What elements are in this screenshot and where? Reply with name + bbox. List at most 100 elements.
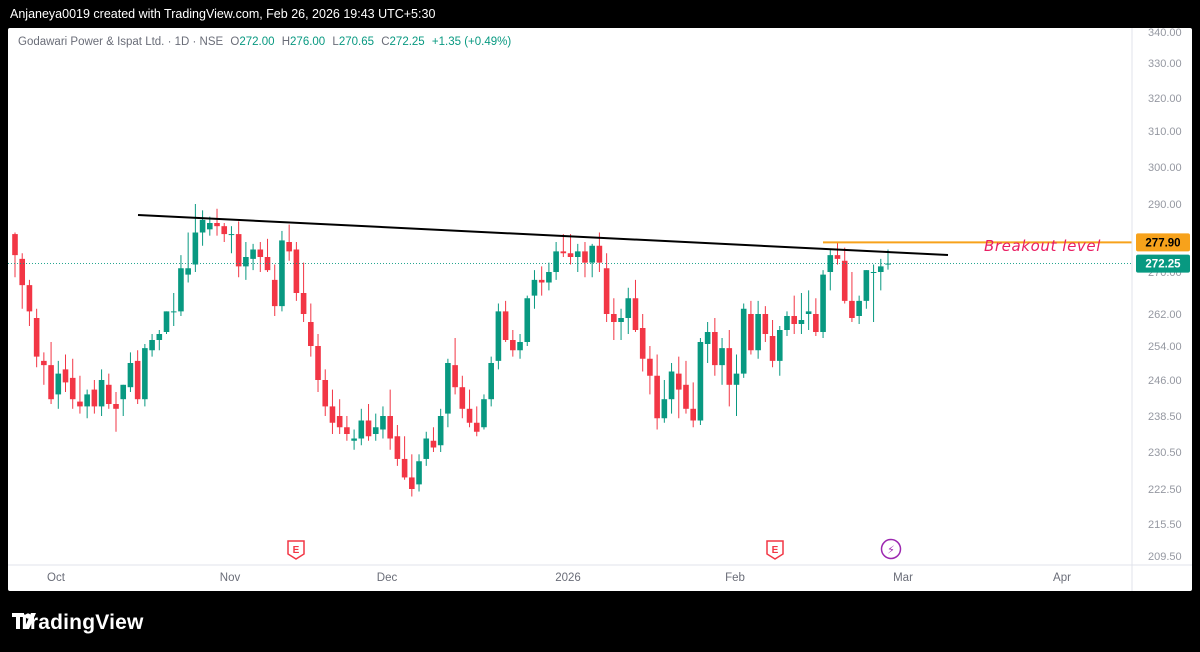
candle[interactable] xyxy=(19,253,26,309)
candle[interactable] xyxy=(661,380,668,423)
candle[interactable] xyxy=(286,224,292,261)
candle[interactable] xyxy=(798,293,805,334)
candle[interactable] xyxy=(372,413,379,441)
candle[interactable] xyxy=(596,232,603,273)
candle[interactable] xyxy=(531,270,538,309)
candle[interactable] xyxy=(329,389,336,434)
candle[interactable] xyxy=(98,369,105,416)
candle[interactable] xyxy=(84,389,90,419)
candle[interactable] xyxy=(488,356,494,407)
candle[interactable] xyxy=(55,360,62,409)
candle[interactable] xyxy=(841,247,848,304)
candle[interactable] xyxy=(250,243,256,271)
candle[interactable] xyxy=(704,322,711,363)
candle[interactable] xyxy=(856,295,862,324)
candle[interactable] xyxy=(257,242,264,272)
candle[interactable] xyxy=(293,242,300,301)
candle[interactable] xyxy=(502,300,509,342)
candle[interactable] xyxy=(560,234,567,257)
candle[interactable] xyxy=(243,242,249,280)
candle[interactable] xyxy=(697,338,704,425)
candle[interactable] xyxy=(48,342,54,404)
candle[interactable] xyxy=(437,408,444,452)
candle[interactable] xyxy=(401,436,408,480)
candle[interactable] xyxy=(589,243,595,278)
candle[interactable] xyxy=(618,308,624,340)
candle[interactable] xyxy=(77,375,83,414)
candle[interactable] xyxy=(156,330,163,351)
candle[interactable] xyxy=(33,308,40,368)
candle[interactable] xyxy=(632,279,639,332)
candle[interactable] xyxy=(41,352,47,385)
candle[interactable] xyxy=(574,243,581,272)
candle[interactable] xyxy=(769,320,776,368)
candle[interactable] xyxy=(207,216,213,236)
symbol-name[interactable]: Godawari Power & Ispat Ltd. · 1D · NSE xyxy=(18,36,224,48)
candle[interactable] xyxy=(235,221,242,278)
candle[interactable] xyxy=(466,389,473,428)
earnings-event-icon[interactable]: E xyxy=(766,540,784,560)
candle[interactable] xyxy=(582,242,588,278)
candle[interactable] xyxy=(712,318,718,376)
candle[interactable] xyxy=(827,249,834,291)
candle[interactable] xyxy=(199,210,206,246)
candle[interactable] xyxy=(726,330,733,407)
earnings-event-icon[interactable]: E xyxy=(287,540,305,560)
candle[interactable] xyxy=(473,406,480,437)
candle[interactable] xyxy=(315,334,321,392)
candle[interactable] xyxy=(178,255,184,316)
candle[interactable] xyxy=(611,298,617,340)
candle[interactable] xyxy=(394,425,401,466)
candle[interactable] xyxy=(69,358,76,409)
candle[interactable] xyxy=(733,354,740,417)
candle[interactable] xyxy=(423,431,430,466)
candle[interactable] xyxy=(149,334,155,357)
candle[interactable] xyxy=(481,394,487,430)
candle[interactable] xyxy=(495,303,502,370)
candle[interactable] xyxy=(185,232,191,283)
candle[interactable] xyxy=(12,232,18,278)
candle[interactable] xyxy=(546,262,552,291)
candle[interactable] xyxy=(524,295,531,346)
candle[interactable] xyxy=(849,272,855,322)
candle[interactable] xyxy=(214,208,220,236)
candle[interactable] xyxy=(683,360,689,414)
candle[interactable] xyxy=(322,369,329,416)
candle[interactable] xyxy=(409,454,415,497)
candle[interactable] xyxy=(365,404,372,441)
candle[interactable] xyxy=(127,352,134,392)
candle[interactable] xyxy=(26,279,33,326)
candle[interactable] xyxy=(654,354,660,430)
candle[interactable] xyxy=(380,406,386,439)
candle[interactable] xyxy=(170,293,177,326)
candle[interactable] xyxy=(647,346,653,395)
candle[interactable] xyxy=(567,234,574,265)
candle[interactable] xyxy=(134,350,141,404)
candle[interactable] xyxy=(336,399,343,434)
candle[interactable] xyxy=(870,264,877,323)
candle[interactable] xyxy=(113,392,119,432)
chart-frame[interactable]: Godawari Power & Ispat Ltd. · 1D · NSE O… xyxy=(8,28,1192,591)
candle[interactable] xyxy=(834,242,841,265)
dividend-event-icon[interactable]: ⚡ xyxy=(880,538,902,560)
candle[interactable] xyxy=(553,242,559,280)
candle[interactable] xyxy=(300,262,307,322)
candle[interactable] xyxy=(784,311,790,336)
candle[interactable] xyxy=(416,454,422,492)
candle[interactable] xyxy=(603,253,610,322)
candle[interactable] xyxy=(308,303,314,357)
candle[interactable] xyxy=(445,358,451,428)
candle[interactable] xyxy=(639,314,646,372)
candle[interactable] xyxy=(877,258,884,291)
candle[interactable] xyxy=(192,204,199,272)
candle[interactable] xyxy=(820,270,826,338)
candle[interactable] xyxy=(358,408,365,446)
candle[interactable] xyxy=(264,238,271,272)
candle[interactable] xyxy=(791,295,798,334)
candle[interactable] xyxy=(690,382,696,428)
candle[interactable] xyxy=(279,230,285,312)
candle[interactable] xyxy=(813,298,819,336)
candle[interactable] xyxy=(163,311,170,334)
candle[interactable] xyxy=(755,300,761,359)
candle[interactable] xyxy=(517,334,523,359)
